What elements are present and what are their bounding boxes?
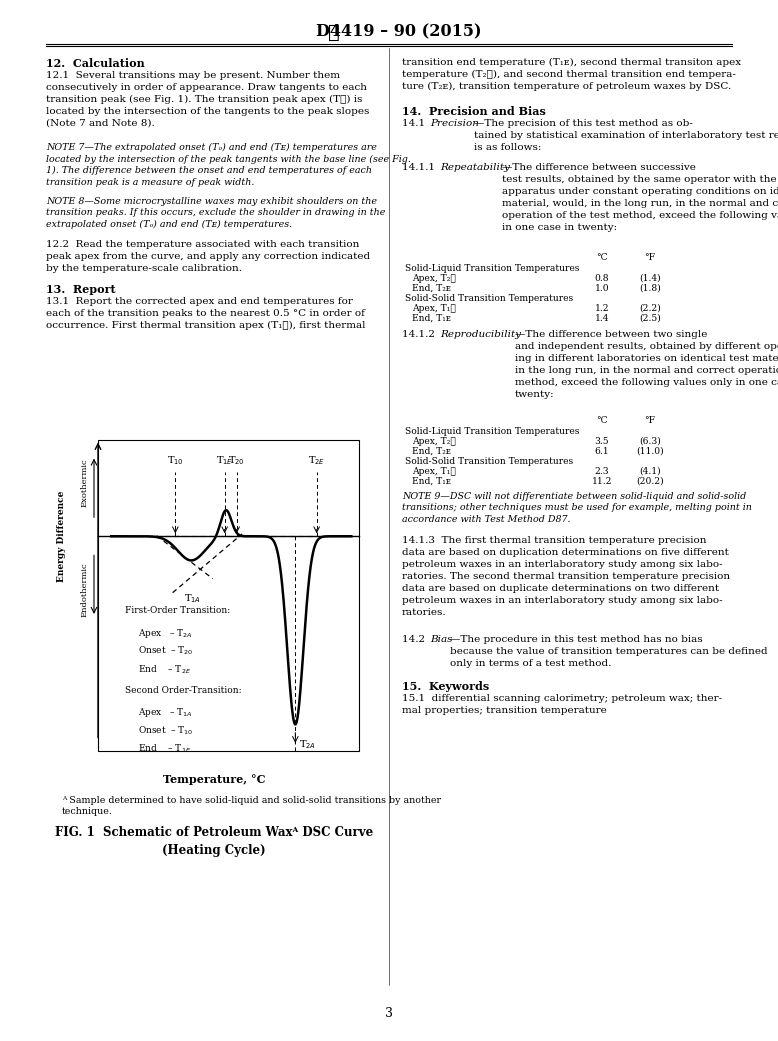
Text: —The difference between two single
and independent results, obtained by differen: —The difference between two single and i…	[515, 330, 778, 399]
Text: NOTE 9—DSC will not differentiate between solid-liquid and solid-solid
transitio: NOTE 9—DSC will not differentiate betwee…	[402, 492, 752, 524]
Text: Solid-Solid Transition Temperatures: Solid-Solid Transition Temperatures	[405, 294, 573, 303]
Text: 14.1.2: 14.1.2	[402, 330, 441, 339]
Text: (4.1): (4.1)	[640, 467, 661, 476]
Text: End, T₂ᴇ: End, T₂ᴇ	[412, 447, 451, 456]
Text: D4419 – 90 (2015): D4419 – 90 (2015)	[316, 24, 482, 41]
Text: Energy Difference: Energy Difference	[58, 490, 66, 582]
Text: —The precision of this test method as ob-
tained by statistical examination of i: —The precision of this test method as ob…	[474, 119, 778, 152]
Text: 12.1  Several transitions may be present. Number them
consecutively in order of : 12.1 Several transitions may be present.…	[46, 71, 370, 128]
Text: Repeatability: Repeatability	[440, 163, 510, 172]
Text: Exothermic: Exothermic	[81, 458, 89, 507]
Text: End    – T$_{1E}$: End – T$_{1E}$	[138, 742, 191, 755]
Text: 12.  Calculation: 12. Calculation	[46, 58, 145, 69]
Text: 1.0: 1.0	[594, 284, 609, 293]
Text: 15.1  differential scanning calorimetry; petroleum wax; ther-
mal properties; tr: 15.1 differential scanning calorimetry; …	[402, 694, 722, 715]
Text: 6.1: 6.1	[594, 447, 609, 456]
Text: 14.1.3  The first thermal transition temperature precision
data are based on dup: 14.1.3 The first thermal transition temp…	[402, 536, 730, 616]
Text: 14.  Precision and Bias: 14. Precision and Bias	[402, 106, 546, 117]
Text: Solid-Liquid Transition Temperatures: Solid-Liquid Transition Temperatures	[405, 264, 580, 273]
Text: ᴬ Sample determined to have solid-liquid and solid-solid transitions by another
: ᴬ Sample determined to have solid-liquid…	[62, 796, 441, 816]
Text: T$_{20}$: T$_{20}$	[228, 455, 245, 467]
Text: transition end temperature (T₁ᴇ), second thermal transiton apex
temperature (T₂⁁: transition end temperature (T₁ᴇ), second…	[402, 58, 741, 92]
Text: Precision: Precision	[430, 119, 479, 128]
Text: 0.8: 0.8	[594, 274, 609, 283]
Text: Apex, T₂⁁: Apex, T₂⁁	[412, 437, 456, 446]
Text: (6.3): (6.3)	[639, 437, 661, 446]
Text: (1.8): (1.8)	[639, 284, 661, 293]
Text: NOTE 8—Some microcrystalline waxes may exhibit shoulders on the
transition peaks: NOTE 8—Some microcrystalline waxes may e…	[46, 197, 385, 229]
Text: 13.1  Report the corrected apex and end temperatures for
each of the transition : 13.1 Report the corrected apex and end t…	[46, 297, 366, 330]
Text: Endothermic: Endothermic	[81, 563, 89, 617]
Text: (2.2): (2.2)	[639, 304, 661, 313]
Text: °F: °F	[644, 416, 656, 425]
Text: —The difference between successive
test results, obtained by the same operator w: —The difference between successive test …	[502, 163, 778, 232]
Text: First-Order Transition:: First-Order Transition:	[124, 606, 230, 615]
Text: T$_{2A}$: T$_{2A}$	[300, 738, 317, 752]
Text: 1.4: 1.4	[594, 314, 609, 323]
Text: End, T₁ᴇ: End, T₁ᴇ	[412, 314, 451, 323]
Text: (11.0): (11.0)	[636, 447, 664, 456]
Text: T$_{1E}$: T$_{1E}$	[216, 455, 233, 467]
Text: Temperature, °C: Temperature, °C	[163, 775, 265, 785]
Text: Solid-Liquid Transition Temperatures: Solid-Liquid Transition Temperatures	[405, 427, 580, 436]
Text: (2.5): (2.5)	[639, 314, 661, 323]
Text: 14.1: 14.1	[402, 119, 432, 128]
Text: 14.2: 14.2	[402, 635, 432, 644]
Text: Bias: Bias	[430, 635, 453, 644]
Text: Apex, T₂⁁: Apex, T₂⁁	[412, 274, 456, 283]
Text: (1.4): (1.4)	[640, 274, 661, 283]
Text: End    – T$_{2E}$: End – T$_{2E}$	[138, 663, 191, 676]
Bar	[98, 439, 359, 752]
Text: 15.  Keywords: 15. Keywords	[402, 681, 489, 692]
Text: Reproducibility: Reproducibility	[440, 330, 521, 339]
Text: —The procedure in this test method has no bias
because the value of transition t: —The procedure in this test method has n…	[450, 635, 768, 668]
Text: (20.2): (20.2)	[636, 477, 664, 486]
Text: Onset  – T$_{10}$: Onset – T$_{10}$	[138, 725, 194, 737]
Text: 14.1.1: 14.1.1	[402, 163, 441, 172]
Text: Second Order-Transition:: Second Order-Transition:	[124, 686, 241, 694]
Text: Solid-Solid Transition Temperatures: Solid-Solid Transition Temperatures	[405, 457, 573, 466]
Text: End, T₁ᴇ: End, T₁ᴇ	[412, 477, 451, 486]
Text: 13.  Report: 13. Report	[46, 284, 116, 295]
Text: °F: °F	[644, 253, 656, 262]
Text: ⦾: ⦾	[328, 23, 340, 42]
Text: 2.3: 2.3	[594, 467, 609, 476]
Text: °C: °C	[596, 253, 608, 262]
Text: 1.2: 1.2	[594, 304, 609, 313]
Text: Onset  – T$_{20}$: Onset – T$_{20}$	[138, 644, 194, 657]
Text: 11.2: 11.2	[592, 477, 612, 486]
Text: T$_{2E}$: T$_{2E}$	[308, 455, 325, 467]
Text: Apex, T₁⁁: Apex, T₁⁁	[412, 304, 456, 313]
Text: Apex, T₁⁁: Apex, T₁⁁	[412, 467, 456, 476]
Text: Apex   – T$_{1A}$: Apex – T$_{1A}$	[138, 706, 193, 719]
Text: 3: 3	[385, 1007, 393, 1020]
Text: NOTE 7—The extrapolated onset (Tₒ) and end (Tᴇ) temperatures are
located by the : NOTE 7—The extrapolated onset (Tₒ) and e…	[46, 143, 411, 186]
Text: End, T₂ᴇ: End, T₂ᴇ	[412, 284, 451, 293]
Text: °C: °C	[596, 416, 608, 425]
Text: 3.5: 3.5	[594, 437, 609, 446]
Text: T$_{10}$: T$_{10}$	[167, 455, 184, 467]
Text: Apex   – T$_{2A}$: Apex – T$_{2A}$	[138, 627, 193, 639]
Text: FIG. 1  Schematic of Petroleum Waxᴬ DSC Curve
(Heating Cycle): FIG. 1 Schematic of Petroleum Waxᴬ DSC C…	[55, 826, 373, 857]
Text: T$_{1A}$: T$_{1A}$	[184, 592, 202, 606]
Text: 12.2  Read the temperature associated with each transition
peak apex from the cu: 12.2 Read the temperature associated wit…	[46, 240, 370, 273]
